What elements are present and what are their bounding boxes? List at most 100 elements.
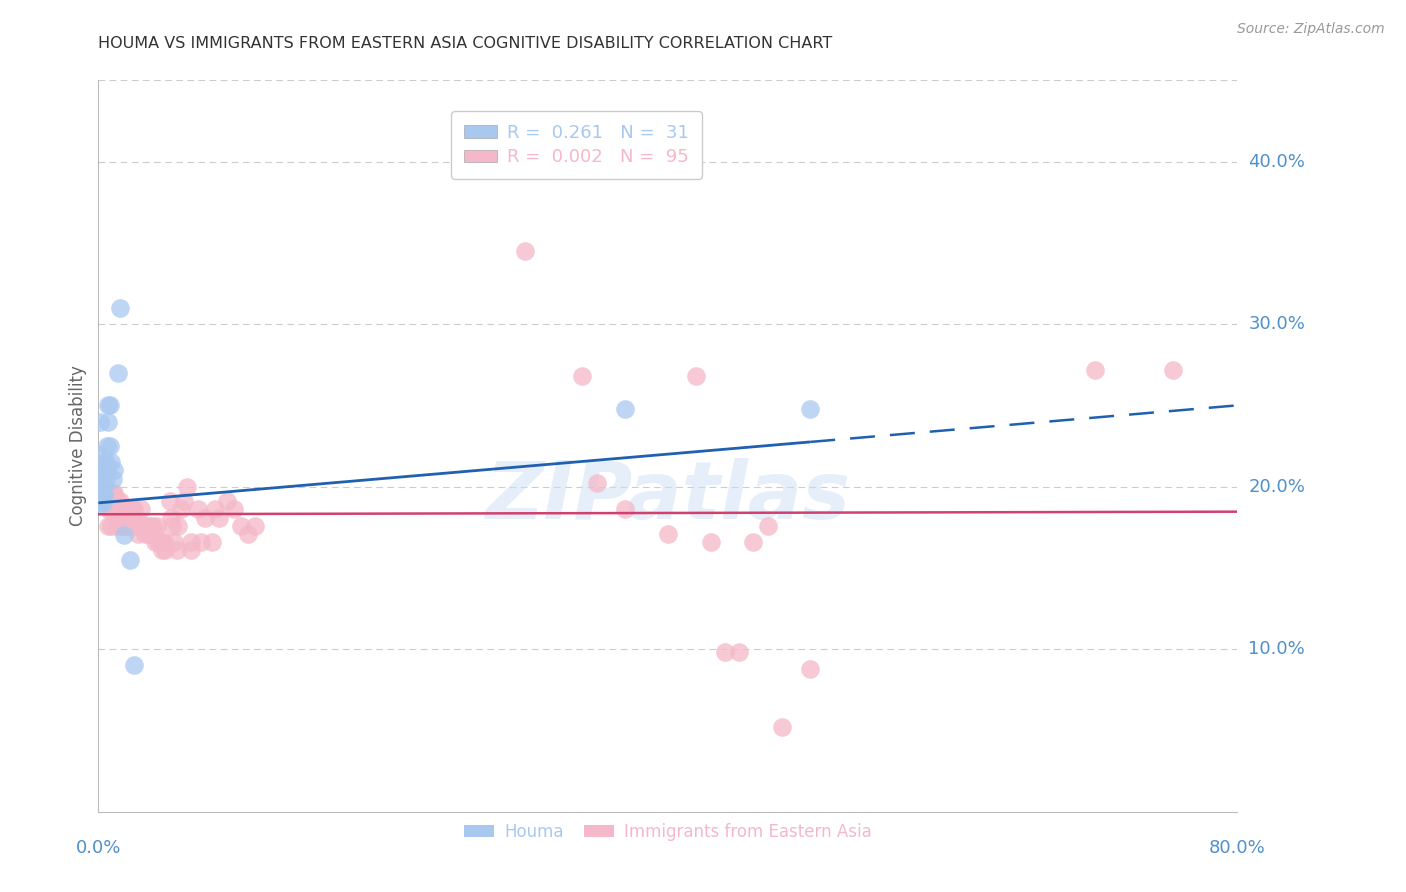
Point	[180, 543, 202, 558]
Point	[91, 496, 114, 510]
Point	[180, 535, 202, 549]
Point	[799, 662, 821, 676]
Point	[614, 502, 637, 516]
Point	[614, 401, 637, 416]
Point	[87, 447, 110, 461]
Point	[96, 486, 118, 500]
Point	[146, 518, 169, 533]
Legend: Houma, Immigrants from Eastern Asia: Houma, Immigrants from Eastern Asia	[457, 816, 879, 847]
Point	[131, 518, 153, 533]
Point	[93, 455, 115, 469]
Point	[571, 369, 593, 384]
Point	[108, 494, 131, 508]
Point	[728, 645, 751, 659]
Point	[90, 480, 112, 494]
Point	[799, 401, 821, 416]
Text: 20.0%: 20.0%	[1249, 477, 1305, 496]
Point	[97, 502, 120, 516]
Point	[215, 494, 238, 508]
Point	[100, 518, 122, 533]
Text: 30.0%: 30.0%	[1249, 315, 1305, 333]
Point	[128, 518, 150, 533]
Point	[96, 463, 118, 477]
Point	[122, 502, 145, 516]
Point	[114, 510, 136, 524]
Point	[89, 463, 111, 477]
Point	[122, 658, 145, 673]
Point	[136, 526, 159, 541]
Point	[222, 502, 245, 516]
Point	[190, 535, 212, 549]
Point	[756, 518, 779, 533]
Point	[90, 496, 112, 510]
Point	[145, 526, 167, 541]
Point	[107, 366, 129, 380]
Point	[100, 502, 122, 516]
Point	[138, 518, 160, 533]
Text: 40.0%: 40.0%	[1249, 153, 1305, 170]
Point	[115, 502, 138, 516]
Point	[91, 488, 114, 502]
Point	[742, 535, 765, 549]
Point	[166, 543, 188, 558]
Point	[585, 476, 607, 491]
Point	[173, 494, 195, 508]
Point	[657, 526, 679, 541]
Text: 10.0%: 10.0%	[1249, 640, 1305, 658]
Text: HOUMA VS IMMIGRANTS FROM EASTERN ASIA COGNITIVE DISABILITY CORRELATION CHART: HOUMA VS IMMIGRANTS FROM EASTERN ASIA CO…	[98, 36, 832, 51]
Point	[104, 502, 127, 516]
Point	[145, 535, 167, 549]
Point	[110, 518, 132, 533]
Point	[104, 518, 127, 533]
Point	[115, 518, 138, 533]
Point	[98, 486, 121, 500]
Point	[194, 510, 217, 524]
Point	[93, 480, 115, 494]
Point	[714, 645, 737, 659]
Point	[149, 535, 172, 549]
Point	[162, 518, 184, 533]
Point	[160, 510, 183, 524]
Point	[229, 518, 252, 533]
Point	[152, 535, 174, 549]
Point	[201, 535, 224, 549]
Point	[155, 543, 177, 558]
Point	[87, 496, 110, 510]
Point	[685, 369, 707, 384]
Point	[89, 415, 111, 429]
Point	[118, 553, 141, 567]
Point	[91, 471, 114, 485]
Point	[124, 510, 146, 524]
Point	[98, 494, 121, 508]
Point	[103, 486, 125, 500]
Point	[208, 510, 231, 524]
Point	[1084, 362, 1107, 376]
Point	[141, 518, 163, 533]
Point	[94, 471, 117, 485]
Text: 0.0%: 0.0%	[76, 839, 121, 857]
Y-axis label: Cognitive Disability: Cognitive Disability	[69, 366, 87, 526]
Point	[122, 518, 145, 533]
Text: Source: ZipAtlas.com: Source: ZipAtlas.com	[1237, 22, 1385, 37]
Point	[515, 244, 537, 258]
Point	[135, 518, 157, 533]
Point	[117, 502, 139, 516]
Point	[100, 455, 122, 469]
Point	[103, 463, 125, 477]
Point	[93, 488, 115, 502]
Point	[127, 526, 149, 541]
Point	[176, 480, 198, 494]
Point	[134, 526, 156, 541]
Point	[105, 502, 128, 516]
Point	[167, 518, 190, 533]
Point	[96, 439, 118, 453]
Point	[97, 518, 120, 533]
Point	[98, 398, 121, 412]
Point	[97, 398, 120, 412]
Point	[204, 502, 226, 516]
Point	[101, 486, 124, 500]
Point	[101, 494, 124, 508]
Point	[97, 415, 120, 429]
Text: 80.0%: 80.0%	[1209, 839, 1265, 857]
Point	[101, 471, 124, 485]
